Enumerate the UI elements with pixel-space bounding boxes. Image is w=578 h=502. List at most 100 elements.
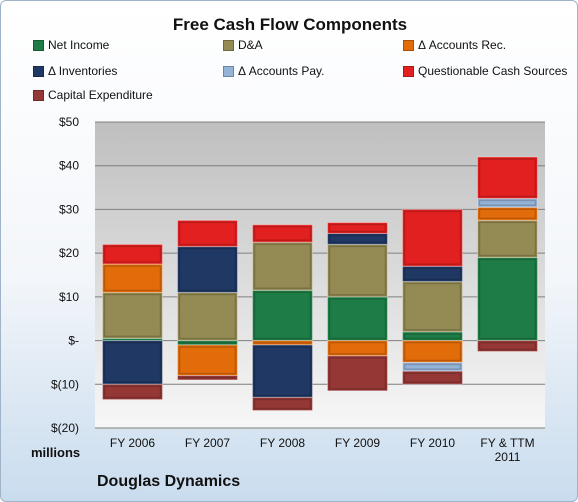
- bar-bevel: [328, 298, 387, 340]
- bar-segment: [252, 241, 313, 291]
- bar-bevel: [103, 265, 162, 292]
- legend-label: D&A: [238, 38, 263, 52]
- bar-segment: [177, 375, 238, 381]
- x-tick-label: FY & TTM: [480, 436, 534, 450]
- legend-item: Δ Accounts Rec.: [403, 38, 506, 52]
- y-tick-label: $50: [59, 115, 79, 129]
- y-tick-label: $20: [59, 246, 79, 260]
- bar-segment: [477, 156, 538, 200]
- bar-segment: [402, 208, 463, 267]
- legend-label: Capital Expenditure: [48, 88, 153, 102]
- chart-title: Free Cash Flow Components: [172, 15, 408, 34]
- bar-bevel: [478, 199, 537, 206]
- legend-label: Δ Inventories: [48, 64, 118, 78]
- y-tick-label: $30: [59, 202, 79, 216]
- bar-bevel: [178, 221, 237, 246]
- bar-segment: [402, 281, 463, 333]
- legend-item: D&A: [223, 38, 263, 52]
- bar-bevel: [178, 293, 237, 340]
- bar-segment: [177, 291, 238, 342]
- bar-bevel: [478, 221, 537, 257]
- legend-label: Δ Accounts Rec.: [418, 38, 507, 52]
- company-label: Douglas Dynamics: [97, 473, 241, 490]
- bar-bevel: [328, 223, 387, 233]
- legend-label: Net Income: [48, 38, 110, 52]
- y-tick-label: $10: [59, 290, 79, 304]
- bar-bevel: [403, 363, 462, 370]
- bar-segment: [102, 243, 163, 265]
- bar-segment: [327, 243, 388, 298]
- legend-swatch: [33, 65, 44, 77]
- x-tick-label: 2011: [495, 450, 521, 464]
- x-tick-label: FY 2007: [185, 436, 230, 450]
- bar-segment: [327, 222, 388, 234]
- bar-segment: [402, 370, 463, 385]
- bar-bevel: [403, 210, 462, 266]
- bar-segment: [252, 289, 313, 342]
- bar-bevel: [328, 245, 387, 296]
- bar-segment: [477, 340, 538, 353]
- plot-area: [95, 122, 545, 428]
- bar-segment: [102, 383, 163, 401]
- legend-item: Questionable Cash Sources: [403, 64, 567, 78]
- bar-segment: [102, 291, 163, 339]
- bar-bevel: [403, 267, 462, 281]
- y-tick-label: $(20): [51, 421, 79, 435]
- legend-item: Capital Expenditure: [33, 88, 153, 102]
- bar-segment: [177, 246, 238, 293]
- x-tick-label: FY 2010: [410, 436, 455, 450]
- units-label: millions: [31, 445, 81, 460]
- legend-swatch: [403, 65, 414, 77]
- bar-segment: [177, 344, 238, 377]
- bar-bevel: [478, 208, 537, 220]
- legend-swatch: [33, 39, 44, 51]
- bar-bevel: [478, 341, 537, 351]
- bar-bevel: [478, 158, 537, 198]
- bar-bevel: [103, 385, 162, 399]
- legend-item: Δ Accounts Pay.: [223, 64, 325, 78]
- bar-bevel: [328, 341, 387, 355]
- bar-bevel: [178, 346, 237, 375]
- x-tick-label: FY 2009: [335, 436, 380, 450]
- legend-label: Δ Accounts Pay.: [238, 64, 325, 78]
- bar-bevel: [403, 372, 462, 384]
- bar-segment: [252, 344, 313, 398]
- bar-segment: [402, 340, 463, 363]
- legend-swatch: [33, 89, 44, 101]
- legend-swatch: [223, 39, 234, 51]
- bar-bevel: [103, 245, 162, 263]
- bar-segment: [102, 340, 163, 385]
- legend-item: Δ Inventories: [33, 64, 117, 78]
- x-tick-label: FY 2008: [260, 436, 305, 450]
- bar-bevel: [253, 243, 312, 290]
- bar-bevel: [478, 258, 537, 340]
- bar-bevel: [403, 282, 462, 331]
- legend-label: Questionable Cash Sources: [418, 64, 568, 78]
- bar-bevel: [253, 225, 312, 241]
- bar-bevel: [103, 341, 162, 384]
- y-tick-label: $40: [59, 159, 79, 173]
- bar-segment: [327, 296, 388, 342]
- x-tick-label: FY 2006: [110, 436, 155, 450]
- bar-segment: [252, 396, 313, 412]
- bar-bevel: [253, 291, 312, 340]
- y-tick-label: $(10): [51, 377, 79, 391]
- bar-bevel: [253, 346, 312, 397]
- bar-bevel: [328, 357, 387, 390]
- bar-segment: [177, 219, 238, 248]
- legend-swatch: [403, 39, 414, 51]
- legend-swatch: [223, 65, 234, 77]
- bar-bevel: [103, 293, 162, 338]
- legend-item: Net Income: [33, 38, 109, 52]
- y-tick-label: $-: [68, 334, 79, 348]
- bar-segment: [477, 219, 538, 259]
- bar-segment: [252, 224, 313, 243]
- bar-bevel: [403, 333, 462, 340]
- bar-segment: [327, 355, 388, 392]
- bar-segment: [102, 263, 163, 293]
- bar-bevel: [253, 398, 312, 410]
- bar-bevel: [403, 341, 462, 362]
- bar-segment: [477, 257, 538, 342]
